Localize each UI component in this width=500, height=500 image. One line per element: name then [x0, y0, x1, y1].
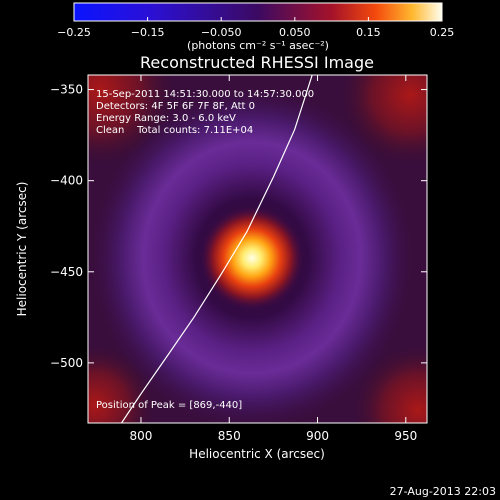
- x-axis-label: Heliocentric X (arcsec): [189, 447, 325, 461]
- colorbar-tick-label: 0.25: [430, 26, 455, 39]
- annotation-total-counts: Clean Total counts: 7.11E+04: [96, 125, 253, 136]
- y-axis: −350 −400 −450 −500: [50, 83, 427, 370]
- annotation-energy-range: Energy Range: 3.0 - 6.0 keV: [96, 113, 236, 124]
- colorbar-unit-label: (photons cm⁻² s⁻¹ asec⁻²): [187, 39, 329, 52]
- x-tick-label: 950: [394, 429, 417, 443]
- x-tick-label: 800: [130, 429, 153, 443]
- x-tick-label: 850: [218, 429, 241, 443]
- colorbar-tick-label: −0.050: [201, 26, 242, 39]
- annotation-time-range: 15-Sep-2011 14:51:30.000 to 14:57:30.000: [96, 89, 314, 100]
- y-tick-label: −500: [50, 356, 83, 370]
- annotation-detectors: Detectors: 4F 5F 6F 7F 8F, Att 0: [96, 101, 255, 112]
- plot-frame: [87, 74, 428, 424]
- y-tick-label: −450: [50, 265, 83, 279]
- annotation-peak-position: Position of Peak = [869,-440]: [96, 400, 242, 411]
- x-axis: 800 850 900 950: [130, 75, 417, 443]
- colorbar-ticks: −0.25 −0.15 −0.050 0.050 0.15 0.25: [57, 17, 454, 39]
- heatmap-image: [88, 75, 427, 423]
- colorbar-tick-label: −0.15: [131, 26, 165, 39]
- footer-timestamp: 27-Aug-2013 22:03: [390, 485, 496, 498]
- colorbar-tick-label: −0.25: [57, 26, 91, 39]
- colorbar: [73, 2, 443, 22]
- y-tick-label: −400: [50, 174, 83, 188]
- colorbar-tick-label: 0.050: [279, 26, 311, 39]
- colorbar-tick-label: 0.15: [356, 26, 381, 39]
- x-tick-label: 900: [306, 429, 329, 443]
- y-tick-label: −350: [50, 83, 83, 97]
- chart-title: Reconstructed RHESSI Image: [140, 53, 374, 72]
- y-axis-label: Heliocentric Y (arcsec): [15, 182, 29, 317]
- solar-limb-line: [121, 75, 313, 423]
